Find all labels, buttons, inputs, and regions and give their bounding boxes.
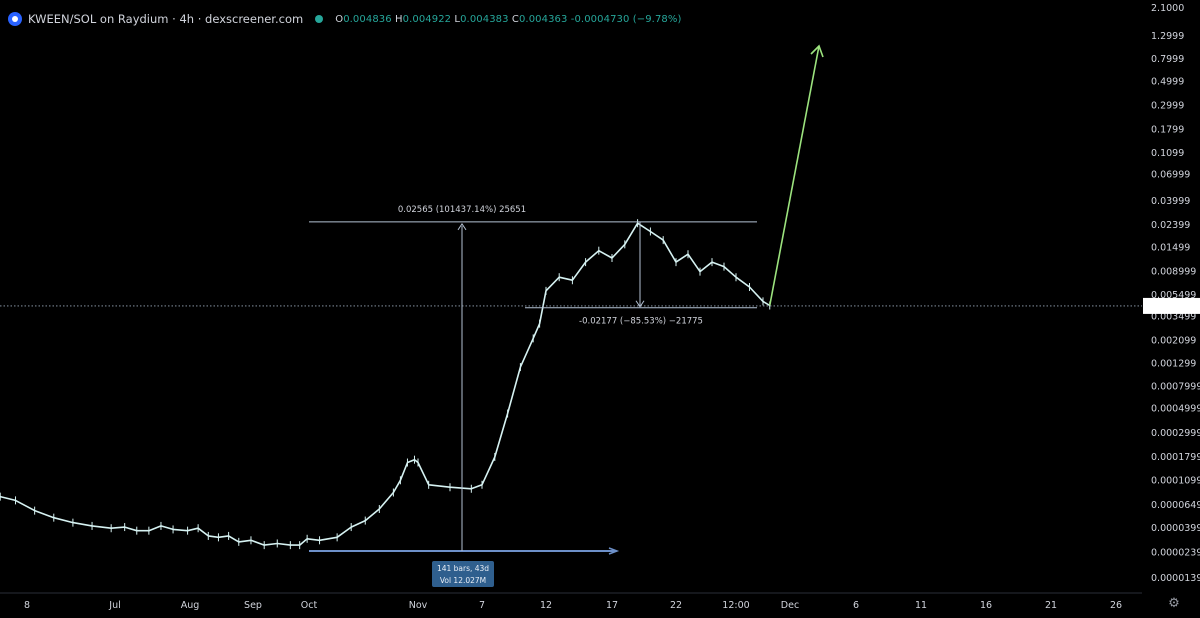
y-tick-label: 0.06999 [1151,169,1190,180]
ohlc-change-value: -0.0004730 (−9.78%) [570,13,682,25]
y-tick-label: 0.7999 [1151,54,1184,65]
x-tick-label: Dec [781,600,799,611]
y-tick-label: 0.0002999 [1151,428,1200,439]
ohlc-low-key: L [454,13,461,25]
y-tick-label: 0.0001099 [1151,475,1200,486]
x-tick-label: Nov [409,600,428,611]
range-volume-label: Vol 12.027M [440,576,486,585]
y-tick-label: 0.00006499 [1151,500,1200,511]
y-tick-label: 0.2999 [1151,100,1184,111]
ohlc-close-value: 0.004363 [518,13,568,25]
x-tick-label: 16 [980,600,992,611]
ohlc-open-key: O [335,13,344,25]
y-tick-label: 0.4999 [1151,76,1184,87]
x-tick-label: Aug [181,600,200,611]
ohlc-readout: O0.004836 H0.004922 L0.004383 C0.004363 … [335,14,681,25]
range-down-label: -0.02177 (−85.53%) −21775 [579,317,703,327]
y-tick-label: 0.001299 [1151,358,1196,369]
ohlc-close-key: C [511,13,519,25]
y-axis: 2.1000 1.2999 0.7999 0.4999 0.2999 0.1799 0.10… [1143,3,1200,584]
projection-arrowhead-icon [810,44,824,58]
range-bars-label: 141 bars, 43d [437,564,489,573]
range-up-label: 0.02565 (101437.14%) 25651 [398,205,526,215]
x-tick-label: Oct [301,600,318,611]
range-down-arrow-icon [635,300,645,308]
x-tick-label: 8 [24,600,30,611]
y-tick-label: 0.0007999 [1151,381,1200,392]
y-tick-label: 0.00002399 [1151,547,1200,558]
x-axis: 8 Jul Aug Sep Oct Nov 7 12 17 22 12:00 Dec 6 11 16 21 26 [0,592,1142,611]
y-tick-label: 0.01499 [1151,242,1190,253]
x-tick-label: 12 [540,600,552,611]
ohlc-open-value: 0.004836 [343,13,392,25]
ohlc-high-key: H [394,13,403,25]
x-tick-label: 26 [1110,600,1122,611]
price-line [0,222,771,546]
y-tick-label: 2.1000 [1151,3,1184,14]
x-tick-label: Sep [244,600,262,611]
chart-header: KWEEN/SOL on Raydium · 4h · dexscreener.… [8,10,681,28]
settings-gear-icon[interactable]: ⚙ [1168,596,1180,611]
y-tick-label: 0.002099 [1151,336,1196,347]
range-info-box [432,561,494,587]
chart-annotations: 0.02565 (101437.14%) 25651 -0.02177 (−85.… [0,44,1142,587]
y-tick-label: 0.0001799 [1151,452,1200,463]
ohlc-low-value: 0.004383 [460,13,509,25]
x-tick-label: Jul [108,600,120,611]
range-bottom-arrow [608,547,620,555]
y-tick-label: 0.00001399 [1151,573,1200,584]
y-tick-label: 0.008999 [1151,267,1196,278]
x-tick-label: 21 [1045,600,1057,611]
ohlc-high-value: 0.004922 [402,13,452,25]
projection-arrow-line [768,45,820,306]
symbol-title[interactable]: KWEEN/SOL on Raydium · 4h · dexscreener.… [28,12,304,26]
y-tick-label: 0.03999 [1151,196,1190,207]
x-tick-label: 22 [670,600,682,611]
y-tick-label: 0.00003999 [1151,523,1200,534]
y-tick-label: 0.0004999 [1151,404,1200,415]
x-tick-label: 17 [606,600,618,611]
x-tick-label: 12:00 [722,600,749,611]
symbol-logo-icon [8,12,22,26]
current-price-marker [1143,297,1200,314]
x-tick-label: 6 [853,600,859,611]
y-tick-label: 0.1799 [1151,125,1184,136]
y-tick-label: 0.1099 [1151,148,1184,159]
x-tick-label: 11 [915,600,927,611]
y-tick-label: 1.2999 [1151,31,1184,42]
market-status-dot-icon [315,15,324,23]
x-tick-label: 7 [479,600,485,611]
y-tick-label: 0.005499 [1151,290,1196,301]
price-series [0,219,771,550]
range-up-arrow-icon [457,222,467,231]
y-tick-label: 0.02399 [1151,220,1190,231]
y-tick-label: 0.003499 [1151,311,1196,322]
